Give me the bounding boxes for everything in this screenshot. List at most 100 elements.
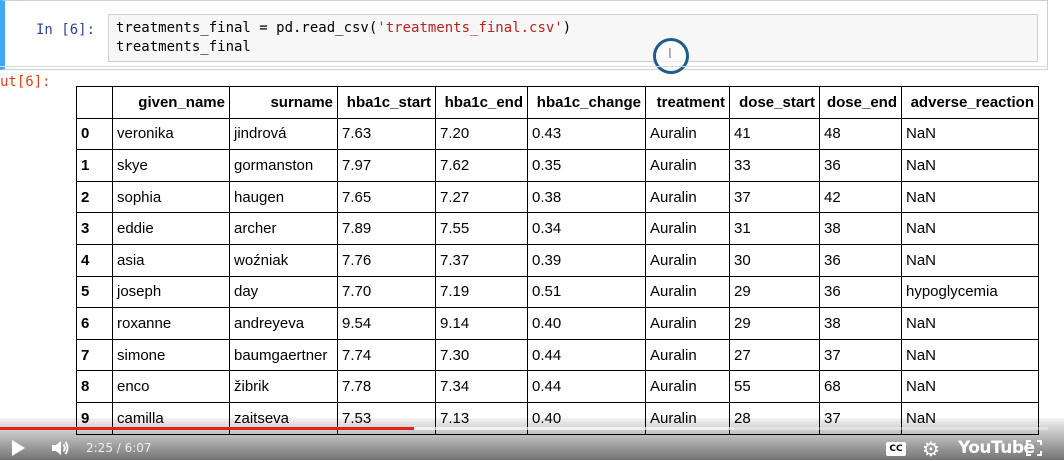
row-index: 1 <box>76 149 113 182</box>
code-line-1-pre: treatments_final = pd.read_csv( <box>116 20 378 36</box>
table-cell: 0.43 <box>527 117 646 151</box>
table-cell: NaN <box>901 212 1039 245</box>
table-cell: 36 <box>819 149 902 182</box>
table-cell: Auralin <box>645 180 730 214</box>
table-cell: 7.20 <box>435 117 528 151</box>
table-cell: archer <box>229 212 338 245</box>
code-editor[interactable]: treatments_final = pd.read_csv('treatmen… <box>108 14 1038 62</box>
gear-icon[interactable]: ⚙ <box>922 437 940 461</box>
table-cell: 31 <box>729 212 820 245</box>
column-header: dose_start <box>729 86 820 119</box>
code-line-1-post: ) <box>562 20 572 36</box>
table-cell: 7.55 <box>435 212 528 245</box>
table-cell: 0.44 <box>527 338 646 372</box>
table-row: 0 veronika jindrová 7.63 7.20 0.43 Auralin 41 48… <box>76 117 1039 151</box>
column-header: dose_end <box>819 86 902 119</box>
table-cell: 7.62 <box>435 149 528 182</box>
table-cell: eddie <box>112 212 230 245</box>
table-cell: 42 <box>819 180 902 214</box>
column-header: adverse_reaction <box>901 86 1039 119</box>
table-cell: 7.37 <box>435 243 528 277</box>
dataframe-table: given_name surname hba1c_start hba1c_end… <box>76 86 1039 435</box>
table-cell: Auralin <box>645 307 730 340</box>
table-cell: 0.39 <box>527 243 646 277</box>
progress-bar[interactable] <box>0 427 1048 430</box>
column-header: hba1c_change <box>527 86 646 119</box>
row-index: 3 <box>76 212 113 245</box>
table-cell: 37 <box>729 180 820 214</box>
table-cell: 7.27 <box>435 180 528 214</box>
table-cell: 7.74 <box>337 338 436 372</box>
table-cell: 7.63 <box>337 117 436 151</box>
input-prompt: In [6]: <box>36 22 96 38</box>
table-cell: Auralin <box>645 212 730 245</box>
table-cell: Auralin <box>645 338 730 372</box>
table-cell: 0.51 <box>527 275 646 309</box>
table-cell: joseph <box>112 275 230 309</box>
table-cell: 68 <box>819 370 902 403</box>
table-cell: skye <box>112 149 230 182</box>
row-index: 6 <box>76 307 113 340</box>
table-cell: NaN <box>901 149 1039 182</box>
table-cell: 7.34 <box>435 370 528 403</box>
table-row: 4 asia woźniak 7.76 7.37 0.39 Auralin 30 36 NaN <box>76 243 1039 277</box>
table-cell: 38 <box>819 212 902 245</box>
code-line-2: treatments_final <box>116 39 251 55</box>
table-cell: 38 <box>819 307 902 340</box>
table-cell: haugen <box>229 180 338 214</box>
code-line-1-string: 'treatments_final.csv' <box>377 20 563 36</box>
row-index: 2 <box>76 180 113 214</box>
table-cell: NaN <box>901 338 1039 372</box>
output-prompt: ut[6]: <box>0 74 51 90</box>
table-cell: 33 <box>729 149 820 182</box>
table-cell: NaN <box>901 307 1039 340</box>
table-row: 2 sophia haugen 7.65 7.27 0.38 Auralin 37 42 NaN <box>76 180 1039 214</box>
table-row: 8 enco žibrik 7.78 7.34 0.44 Auralin 55 68 NaN <box>76 370 1039 403</box>
column-header: given_name <box>112 86 230 119</box>
table-cell: hypoglycemia <box>901 275 1039 309</box>
table-cell: NaN <box>901 180 1039 214</box>
table-cell: 55 <box>729 370 820 403</box>
time-display: 2:25 / 6:07 <box>86 441 152 455</box>
table-cell: 29 <box>729 275 820 309</box>
cursor-highlight-icon: I <box>653 38 689 74</box>
closed-captions-icon[interactable]: CC <box>886 442 906 456</box>
table-cell: sophia <box>112 180 230 214</box>
table-cell: 7.30 <box>435 338 528 372</box>
row-index: 5 <box>76 275 113 309</box>
table-row: 7 simone baumgaertner 7.74 7.30 0.44 Auralin 27… <box>76 338 1039 372</box>
table-cell: 37 <box>819 338 902 372</box>
table-cell: 0.44 <box>527 370 646 403</box>
column-header: treatment <box>645 86 730 119</box>
column-header: hba1c_start <box>337 86 436 119</box>
table-cell: 7.97 <box>337 149 436 182</box>
table-row: 6 roxanne andreyeva 9.54 9.14 0.40 Auralin 29 38… <box>76 307 1039 340</box>
youtube-logo[interactable]: YouTube <box>958 438 1035 458</box>
table-cell: 30 <box>729 243 820 277</box>
table-header-row: given_name surname hba1c_start hba1c_end… <box>76 86 1039 119</box>
table-cell: veronika <box>112 117 230 151</box>
table-cell: NaN <box>901 370 1039 403</box>
table-cell: Auralin <box>645 370 730 403</box>
table-cell: NaN <box>901 117 1039 151</box>
table-cell: asia <box>112 243 230 277</box>
table-cell: andreyeva <box>229 307 338 340</box>
table-cell: 48 <box>819 117 902 151</box>
volume-icon[interactable] <box>50 438 70 458</box>
table-cell: 36 <box>819 243 902 277</box>
column-header: surname <box>229 86 338 119</box>
play-icon[interactable] <box>12 440 25 456</box>
table-cell: 0.38 <box>527 180 646 214</box>
output-area <box>0 66 1048 437</box>
table-cell: 41 <box>729 117 820 151</box>
progress-played <box>0 427 414 430</box>
table-cell: Auralin <box>645 275 730 309</box>
fullscreen-icon[interactable] <box>1026 440 1042 456</box>
input-cell[interactable] <box>0 0 1048 70</box>
table-cell: 29 <box>729 307 820 340</box>
table-cell: 7.65 <box>337 180 436 214</box>
table-cell: 7.76 <box>337 243 436 277</box>
column-header: hba1c_end <box>435 86 528 119</box>
table-cell: 7.19 <box>435 275 528 309</box>
table-cell: gormanston <box>229 149 338 182</box>
